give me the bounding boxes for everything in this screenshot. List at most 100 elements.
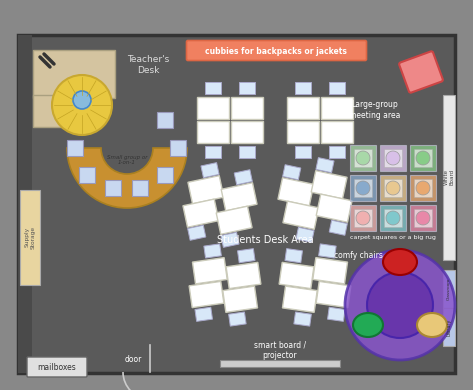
Bar bbox=[380, 175, 406, 201]
Ellipse shape bbox=[353, 313, 383, 337]
Bar bbox=[226, 262, 261, 289]
Circle shape bbox=[386, 211, 400, 225]
Text: Supply
Storage: Supply Storage bbox=[25, 225, 35, 248]
Bar bbox=[216, 206, 252, 234]
Bar bbox=[189, 282, 224, 308]
Bar bbox=[384, 149, 402, 167]
Bar bbox=[287, 97, 319, 119]
Bar bbox=[18, 35, 455, 373]
Circle shape bbox=[416, 151, 430, 165]
Bar bbox=[132, 180, 148, 196]
Circle shape bbox=[386, 151, 400, 165]
Bar bbox=[313, 258, 348, 284]
Bar bbox=[410, 205, 436, 231]
Bar bbox=[287, 121, 319, 143]
Bar bbox=[231, 97, 263, 119]
Text: White
Board: White Board bbox=[444, 169, 455, 185]
Bar bbox=[443, 270, 455, 308]
Bar bbox=[204, 244, 221, 258]
Circle shape bbox=[416, 211, 430, 225]
Text: mailboxes: mailboxes bbox=[38, 362, 76, 372]
Bar bbox=[195, 307, 212, 321]
Bar bbox=[193, 258, 227, 284]
Bar bbox=[197, 121, 229, 143]
Text: Large-group
meeting area: Large-group meeting area bbox=[350, 100, 401, 120]
Circle shape bbox=[52, 75, 112, 135]
Bar bbox=[414, 179, 432, 197]
Bar bbox=[201, 163, 219, 178]
Bar bbox=[239, 146, 255, 158]
Bar bbox=[205, 146, 221, 158]
Bar bbox=[220, 360, 340, 367]
Bar bbox=[319, 244, 336, 258]
Bar bbox=[283, 201, 319, 229]
Bar bbox=[384, 209, 402, 227]
Bar bbox=[354, 149, 372, 167]
Bar bbox=[157, 112, 173, 128]
Bar bbox=[295, 82, 311, 94]
Bar bbox=[443, 308, 455, 346]
FancyBboxPatch shape bbox=[27, 357, 87, 377]
Bar bbox=[79, 167, 95, 183]
Bar bbox=[170, 140, 186, 156]
Bar bbox=[188, 225, 206, 240]
Bar bbox=[350, 175, 376, 201]
Text: Library: Library bbox=[447, 318, 452, 336]
Text: cubbies for backpacks or jackets: cubbies for backpacks or jackets bbox=[205, 46, 347, 55]
Bar bbox=[350, 145, 376, 171]
Bar bbox=[285, 248, 302, 263]
Text: Students Desk Area: Students Desk Area bbox=[217, 235, 313, 245]
Bar bbox=[221, 183, 257, 211]
Circle shape bbox=[356, 181, 370, 195]
Circle shape bbox=[386, 181, 400, 195]
Bar bbox=[414, 149, 432, 167]
Bar bbox=[20, 190, 40, 285]
Bar bbox=[321, 97, 353, 119]
Bar bbox=[67, 140, 83, 156]
Bar bbox=[223, 286, 257, 312]
Bar bbox=[239, 82, 255, 94]
Text: Small group or
1-on-1: Small group or 1-on-1 bbox=[107, 154, 147, 165]
Text: carpet squares or a big rug: carpet squares or a big rug bbox=[350, 236, 436, 241]
Bar bbox=[33, 50, 115, 98]
Bar bbox=[283, 165, 301, 180]
Text: Teacher's
Desk: Teacher's Desk bbox=[127, 55, 169, 75]
Bar bbox=[183, 199, 219, 227]
Circle shape bbox=[367, 272, 433, 338]
FancyBboxPatch shape bbox=[186, 41, 367, 60]
Bar bbox=[316, 282, 351, 308]
Circle shape bbox=[356, 151, 370, 165]
Text: comfy chairs: comfy chairs bbox=[333, 250, 383, 259]
Circle shape bbox=[73, 91, 91, 109]
Text: Classroom: Classroom bbox=[447, 278, 451, 300]
Bar bbox=[354, 209, 372, 227]
Circle shape bbox=[356, 211, 370, 225]
Circle shape bbox=[345, 250, 455, 360]
Bar bbox=[278, 178, 314, 206]
Wedge shape bbox=[67, 148, 187, 208]
Bar bbox=[329, 146, 345, 158]
Bar bbox=[221, 232, 239, 247]
Bar bbox=[105, 180, 121, 196]
Bar bbox=[228, 312, 246, 326]
Bar bbox=[350, 205, 376, 231]
Bar bbox=[205, 82, 221, 94]
Ellipse shape bbox=[417, 313, 447, 337]
Bar bbox=[410, 145, 436, 171]
Bar bbox=[327, 307, 345, 321]
Bar bbox=[414, 209, 432, 227]
Ellipse shape bbox=[383, 249, 417, 275]
Bar bbox=[329, 82, 345, 94]
Bar bbox=[33, 95, 78, 127]
Bar bbox=[354, 179, 372, 197]
Bar bbox=[294, 312, 311, 326]
Bar bbox=[234, 170, 253, 185]
Bar bbox=[316, 194, 352, 222]
Bar bbox=[311, 171, 347, 199]
Bar bbox=[231, 121, 263, 143]
Bar bbox=[443, 95, 455, 260]
Bar bbox=[197, 97, 229, 119]
Bar bbox=[279, 262, 314, 289]
Bar bbox=[380, 205, 406, 231]
Bar bbox=[157, 167, 173, 183]
